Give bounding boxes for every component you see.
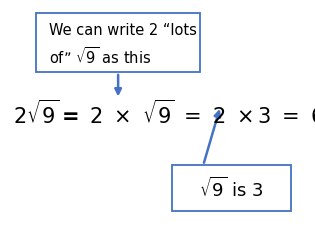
FancyBboxPatch shape xyxy=(36,14,200,73)
Text: We can write 2 “lots: We can write 2 “lots xyxy=(49,23,197,38)
FancyBboxPatch shape xyxy=(172,166,291,211)
Text: of” $\sqrt{9}$ as this: of” $\sqrt{9}$ as this xyxy=(49,45,151,66)
Text: $2\sqrt{9}\mathbf{=}\ 2\ \times\ \sqrt{9}\ =\ 2\ \times 3\ =\ 6$: $2\sqrt{9}\mathbf{=}\ 2\ \times\ \sqrt{9… xyxy=(13,99,315,128)
Text: $\sqrt{9}$ is 3: $\sqrt{9}$ is 3 xyxy=(199,176,264,200)
